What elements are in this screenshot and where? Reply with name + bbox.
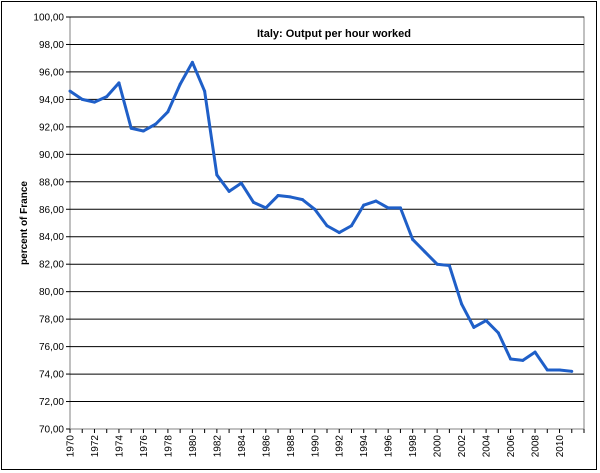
x-tick-label: 1992 — [335, 435, 346, 458]
y-tick-label: 84,00 — [39, 232, 64, 243]
y-tick-label: 90,00 — [39, 150, 64, 161]
data-point — [288, 195, 292, 199]
data-point — [80, 97, 84, 101]
data-point — [374, 199, 378, 203]
x-tick-label: 1970 — [66, 435, 77, 458]
x-tick-label: 1982 — [212, 435, 223, 458]
y-axis-ticks: 70,00 72,00 74,00 76,00 78,00 80,00 82,00 84,00… — [33, 13, 70, 436]
data-point — [301, 198, 305, 202]
data-point — [129, 126, 133, 130]
data-point — [276, 194, 280, 198]
data-point — [570, 369, 574, 373]
data-point — [472, 325, 476, 329]
series-line — [69, 60, 572, 373]
data-point — [68, 89, 72, 93]
x-tick-label: 1984 — [237, 435, 248, 458]
data-point — [190, 60, 194, 64]
y-tick-label: 86,00 — [39, 205, 64, 216]
x-tick-label: 2010 — [555, 435, 566, 458]
data-point — [105, 95, 109, 99]
y-tick-label: 92,00 — [39, 122, 64, 133]
y-tick-label: 76,00 — [39, 342, 64, 353]
data-point — [227, 189, 231, 193]
x-tick-label: 2002 — [457, 435, 468, 458]
data-point — [349, 224, 353, 228]
x-tick-label: 2000 — [433, 435, 444, 458]
data-point — [215, 173, 219, 177]
data-point — [117, 81, 121, 85]
data-point — [386, 206, 390, 210]
data-point — [325, 224, 329, 228]
data-point — [252, 200, 256, 204]
x-tick-label: 1986 — [261, 435, 272, 458]
data-point — [398, 206, 402, 210]
y-tick-label: 96,00 — [39, 67, 64, 78]
y-tick-label: 82,00 — [39, 260, 64, 271]
x-tick-label: 1972 — [90, 435, 101, 458]
data-point — [411, 237, 415, 241]
data-point — [203, 89, 207, 93]
data-point — [166, 110, 170, 114]
data-point — [435, 262, 439, 266]
y-axis-title: percent of France — [19, 181, 30, 265]
x-tick-label: 2004 — [482, 435, 493, 458]
data-point — [558, 368, 562, 372]
x-tick-label: 1990 — [310, 435, 321, 458]
x-tick-label: 1980 — [188, 435, 199, 458]
data-point — [496, 331, 500, 335]
plot-area — [69, 16, 585, 430]
x-tick-label: 2008 — [531, 435, 542, 458]
data-point — [484, 319, 488, 323]
data-point — [521, 358, 525, 362]
y-tick-label: 78,00 — [39, 315, 64, 326]
data-point — [447, 264, 451, 268]
x-tick-label: 1974 — [114, 435, 125, 458]
data-points — [68, 60, 574, 373]
data-point — [239, 181, 243, 185]
x-tick-label: 1994 — [359, 435, 370, 458]
y-tick-label: 98,00 — [39, 40, 64, 51]
x-tick-label: 2006 — [506, 435, 517, 458]
data-point — [362, 203, 366, 207]
x-tick-label: 1976 — [139, 435, 150, 458]
data-point — [141, 129, 145, 133]
x-tick-label: 1996 — [384, 435, 395, 458]
data-point — [264, 206, 268, 210]
data-point — [337, 231, 341, 235]
data-point — [92, 100, 96, 104]
y-tick-label: 100,00 — [33, 13, 64, 24]
x-tick-label: 1998 — [408, 435, 419, 458]
data-point — [509, 357, 513, 361]
x-axis-ticks: 1970 1972 1974 1976 1978 1980 1982 1984 1986 1988… — [66, 429, 585, 457]
data-point — [460, 302, 464, 306]
gridlines — [70, 16, 584, 403]
y-tick-label: 74,00 — [39, 370, 64, 381]
x-tick-label: 1978 — [163, 435, 174, 458]
y-tick-label: 88,00 — [39, 177, 64, 188]
data-point — [178, 82, 182, 86]
data-point — [533, 350, 537, 354]
y-tick-label: 94,00 — [39, 95, 64, 106]
y-tick-label: 72,00 — [39, 397, 64, 408]
data-point — [154, 122, 158, 126]
chart-title: Italy: Output per hour worked — [257, 28, 411, 40]
data-point — [423, 250, 427, 254]
data-point — [313, 207, 317, 211]
y-tick-label: 80,00 — [39, 287, 64, 298]
x-tick-label: 1988 — [286, 435, 297, 458]
data-point — [545, 368, 549, 372]
y-tick-label: 70,00 — [39, 425, 64, 436]
